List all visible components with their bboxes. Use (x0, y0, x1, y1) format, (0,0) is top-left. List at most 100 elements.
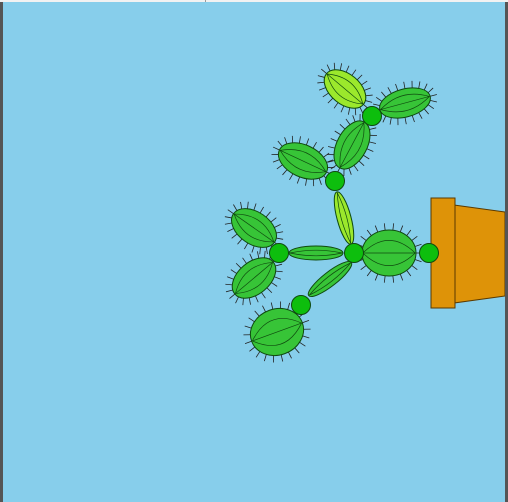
cactus-spine (231, 233, 238, 239)
cactus-spine (277, 140, 283, 147)
cactus-rib (309, 262, 351, 296)
cactus-spine (430, 94, 437, 97)
cactus-spine (347, 107, 351, 115)
top-edge (0, 0, 508, 2)
cactus-segment[interactable] (317, 62, 373, 116)
cactus-spine (235, 262, 242, 269)
cactus-joint[interactable] (325, 171, 345, 191)
cactus-spine (302, 319, 310, 324)
cactus-rib (235, 262, 273, 294)
cactus-spine (305, 178, 308, 186)
cactus-spine (312, 141, 317, 149)
cactus-spine (294, 347, 300, 354)
cactus-rib (380, 93, 430, 110)
cactus-rib (289, 249, 343, 254)
cactus-spine (406, 229, 412, 236)
cactus-spine (387, 87, 392, 94)
cactus-spine (330, 164, 337, 170)
cactus-segment[interactable] (244, 301, 310, 363)
cactus-spine (366, 148, 374, 152)
cactus-spine (263, 354, 267, 362)
cactus-spine (392, 275, 395, 283)
cactus-spine (392, 223, 395, 231)
pot-body (453, 204, 505, 304)
cactus-spine (360, 236, 367, 241)
cactus-spine (270, 302, 274, 310)
cactus-spine (272, 159, 280, 163)
cactus-spine (365, 94, 373, 97)
cactus-spine (259, 247, 261, 255)
cactus-spine (318, 146, 324, 153)
cactus-rib (252, 318, 302, 342)
cactus-rib (235, 262, 273, 294)
cactus-spine (351, 69, 357, 76)
cactus-segment[interactable] (361, 229, 417, 277)
cactus-spine (276, 231, 284, 234)
cactus-spine (423, 108, 429, 115)
cactus-spine (327, 97, 334, 104)
cactus-spine (333, 62, 336, 70)
cactus-spine (255, 295, 259, 303)
cactus-segment[interactable] (288, 245, 344, 261)
cactus-joint[interactable] (344, 243, 364, 263)
cactus-spine (414, 259, 422, 263)
cactus-spine (274, 224, 281, 228)
cactus-rib (289, 252, 343, 257)
cactus-rib (362, 240, 416, 254)
cactus-spine (249, 346, 256, 352)
cactus-spine (230, 269, 237, 274)
cactus-segment[interactable] (273, 136, 334, 187)
cactus-joint[interactable] (419, 243, 439, 263)
cactus-spine (233, 204, 238, 211)
cactus-spine (248, 297, 251, 305)
cactus-spine (395, 83, 399, 91)
cactus-rib (380, 96, 430, 110)
cactus-spine (418, 112, 423, 119)
cactus-spine (353, 165, 359, 172)
cactus-scene-canvas[interactable] (3, 2, 505, 502)
cactus-spine (251, 245, 255, 253)
game-scene[interactable] (3, 2, 505, 502)
cactus-spine (227, 276, 234, 280)
cactus-spine (320, 68, 327, 74)
cactus-segment[interactable] (327, 115, 378, 175)
cactus-spine (284, 137, 288, 145)
cactus-spine (280, 354, 284, 362)
cactus-rib (252, 322, 302, 346)
cactus-segment-body (288, 245, 344, 261)
cactus-joint[interactable] (269, 243, 289, 263)
flower-pot[interactable] (430, 197, 505, 309)
cactus-spine (235, 296, 239, 304)
cactus-spine (302, 335, 310, 339)
cactus-spine (374, 273, 379, 281)
cactus-spine (389, 117, 392, 125)
cactus-spine (240, 201, 243, 209)
cactus-spine (298, 136, 301, 144)
cactus-joints[interactable] (269, 106, 439, 315)
cactus-spine (247, 201, 249, 209)
cactus-spine (317, 75, 325, 78)
cactus-segment[interactable] (224, 201, 283, 256)
cactus-spine (257, 251, 260, 259)
cactus-spine (244, 242, 249, 250)
cactus-spine (427, 87, 434, 94)
cactus-spine (289, 173, 294, 181)
cactus-rib (327, 73, 364, 105)
cactus-segment[interactable] (376, 83, 433, 124)
cactus-rib (362, 252, 416, 266)
top-edge-tick (205, 0, 206, 2)
cactus-spine (249, 253, 253, 261)
cactus-segment[interactable] (225, 250, 284, 307)
cactus-spine (242, 257, 247, 264)
cactus-spine (225, 289, 233, 293)
cactus-spine (359, 106, 364, 114)
cactus-spine (275, 270, 283, 273)
cactus-joint[interactable] (362, 106, 382, 126)
cactus-spine (323, 152, 330, 158)
cactus-spine (360, 265, 367, 270)
cactus-rib (380, 96, 430, 113)
cactus-spine (271, 282, 278, 287)
cactus-spine (366, 229, 372, 236)
cactus-spine (345, 65, 350, 73)
cactus-joint[interactable] (291, 295, 311, 315)
